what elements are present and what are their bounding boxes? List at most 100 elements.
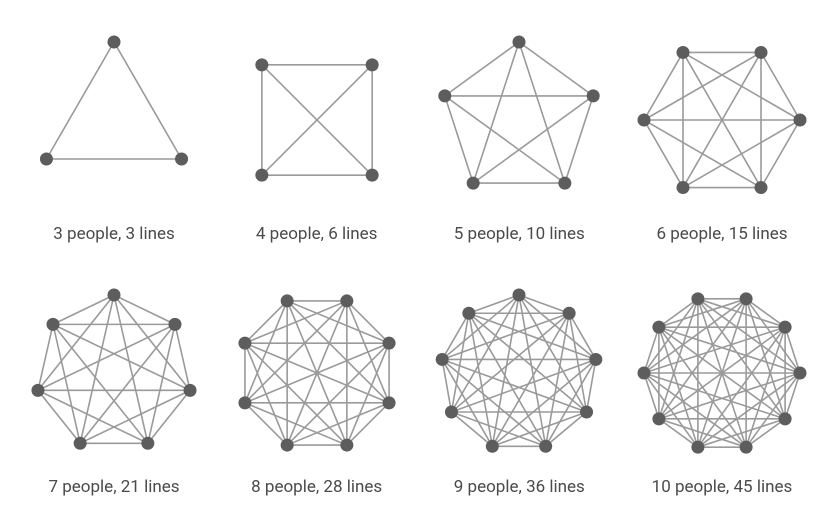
graph-panel-9: 9 people, 36 lines [419,283,619,497]
graph-node [676,45,689,58]
graph-edge [519,295,569,313]
graph-node [539,439,552,452]
graph-node [74,436,87,449]
graph-edge [473,42,519,183]
graph-node [740,292,753,305]
complete-graph-3 [24,30,204,210]
graph-node [590,352,603,365]
graph-node [580,405,593,418]
graph-edge [469,295,519,313]
caption-10: 10 people, 45 lines [652,477,793,497]
graph-node [754,45,767,58]
graph-edge [565,95,593,182]
graph-edge [46,42,114,159]
graph-edge [644,327,659,373]
graph-edge [245,402,287,444]
graph-edge [746,418,785,446]
graph-node [691,440,704,453]
graph-node [652,412,665,425]
graph-edge [519,42,565,183]
graph-panel-3: 3 people, 3 lines [14,30,214,244]
graph-node [255,168,268,181]
graph-node [238,336,251,349]
graph-edge [644,373,659,419]
graph-node [108,288,121,301]
graph-edge [659,418,698,446]
graph-edge [644,52,683,120]
graph-panel-6: 6 people, 15 lines [622,30,822,244]
graph-node [754,181,767,194]
graph-node [365,58,378,71]
complete-graph-8 [227,283,407,463]
caption-9: 9 people, 36 lines [454,477,585,497]
graph-node [587,89,600,102]
graph-edge [445,95,473,182]
caption-3: 3 people, 3 lines [53,224,175,244]
graph-node [486,439,499,452]
graph-panel-4: 4 people, 6 lines [217,30,417,244]
graph-edge [644,120,683,188]
graph-edge [445,42,519,96]
graph-node [280,438,293,451]
graph-edge [452,412,493,446]
caption-7: 7 people, 21 lines [48,477,179,497]
graph-edge [245,300,287,342]
graph-edge [245,300,347,402]
graph-node [340,294,353,307]
graph-node [168,317,181,330]
caption-5: 5 people, 10 lines [454,224,585,244]
caption-8: 8 people, 28 lines [251,477,382,497]
graph-edge [644,373,785,419]
graph-edge [114,295,175,324]
graph-edge [287,300,389,402]
row-2: 7 people, 21 lines 8 people, 28 lines 9 … [14,283,822,497]
graph-edge [347,402,389,444]
complete-graph-7 [24,283,204,463]
graph-node [436,352,449,365]
graph-node [340,438,353,451]
graph-node [793,113,806,126]
graph-edge [659,327,800,373]
graph-node [740,440,753,453]
graph-edge [519,42,593,96]
graph-node [382,336,395,349]
graph-node [513,288,526,301]
graph-node [691,292,704,305]
graph-edge [746,298,785,326]
graph-node [779,320,792,333]
graph-edge [114,42,182,159]
graph-node [141,436,154,449]
graph-edge [287,343,389,445]
complete-graph-9 [429,283,609,463]
graph-panel-8: 8 people, 28 lines [217,283,417,497]
row-1: 3 people, 3 lines 4 people, 6 lines 5 pe… [14,30,822,244]
graph-edge [245,343,347,445]
graph-edge [683,52,800,120]
graph-node [365,168,378,181]
graph-node [108,35,121,48]
graph-edge [445,95,565,182]
graph-edge [785,373,800,419]
caption-6: 6 people, 15 lines [656,224,787,244]
graph-edge [473,95,593,182]
graph-node [559,176,572,189]
graph-edge [38,324,175,390]
graph-node [513,35,526,48]
graph-node [382,396,395,409]
graph-node [779,412,792,425]
graph-panel-5: 5 people, 10 lines [419,30,619,244]
graph-node [463,306,476,319]
graph-panel-7: 7 people, 21 lines [14,283,214,497]
graph-node [467,176,480,189]
graph-node [31,383,44,396]
graph-edge [53,295,114,324]
graph-node [238,396,251,409]
graph-node [563,306,576,319]
graph-node [280,294,293,307]
graph-node [445,405,458,418]
graph-edge [53,324,190,390]
graph-node [637,113,650,126]
complete-graph-10 [632,283,812,463]
graph-node [255,58,268,71]
complete-graph-6 [632,30,812,210]
